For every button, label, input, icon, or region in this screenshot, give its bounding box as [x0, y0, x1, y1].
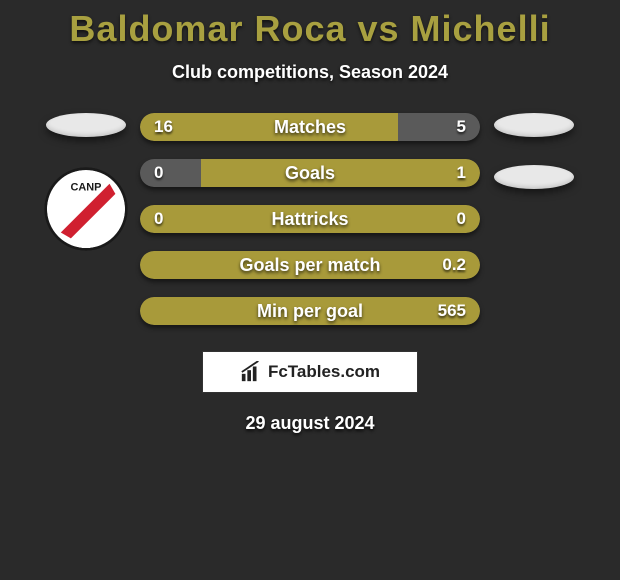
- stat-bar-4: 565Min per goal: [140, 297, 480, 325]
- stats-bars: 165Matches 01Goals 00Hattricks 0.2Goals per…: [140, 113, 480, 325]
- stat-bar-1: 01Goals: [140, 159, 480, 187]
- stat-bar-0: 165Matches: [140, 113, 480, 141]
- main-area: CANP 165Matches 01Goals 00Hattricks 0.2Goal…: [0, 113, 620, 325]
- right-team-ellipse-1: [494, 113, 574, 137]
- left-team-col: CANP: [46, 113, 126, 251]
- date-label: 29 august 2024: [245, 413, 374, 434]
- bar-label: Min per goal: [140, 297, 480, 325]
- left-team-logo: CANP: [44, 167, 128, 251]
- bar-label: Hattricks: [140, 205, 480, 233]
- stat-bar-3: 0.2Goals per match: [140, 251, 480, 279]
- bar-label: Matches: [140, 113, 480, 141]
- right-team-col: [494, 113, 574, 189]
- bar-label: Goals: [140, 159, 480, 187]
- svg-text:CANP: CANP: [71, 182, 102, 194]
- subtitle: Club competitions, Season 2024: [172, 62, 448, 83]
- left-team-ellipse: [46, 113, 126, 137]
- bar-label: Goals per match: [140, 251, 480, 279]
- brand-chart-icon: [240, 361, 262, 383]
- brand-box[interactable]: FcTables.com: [202, 351, 418, 393]
- brand-text: FcTables.com: [268, 362, 380, 382]
- stat-bar-2: 00Hattricks: [140, 205, 480, 233]
- page-title: Baldomar Roca vs Michelli: [69, 8, 550, 50]
- right-team-ellipse-2: [494, 165, 574, 189]
